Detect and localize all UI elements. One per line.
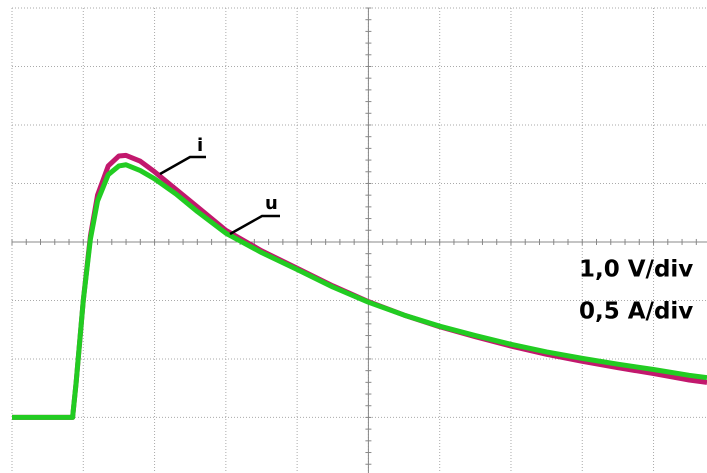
page: html, body { margin: 0; padding: 0; back…: [0, 0, 707, 473]
trace: [12, 165, 707, 418]
leader-line: [160, 157, 206, 174]
trace: [12, 155, 707, 417]
traces: [12, 155, 707, 417]
page-body: {"chart_data": { "type": "line", "x": [0…: [0, 0, 707, 473]
grid: [12, 8, 707, 473]
leader-line: [230, 216, 280, 234]
labels: i u 1,0 V/div 0,5 A/div: [160, 135, 693, 325]
legend-label: i: [197, 135, 203, 156]
annotation: 1,0 V/div: [579, 257, 693, 283]
chart: i u 1,0 V/div 0,5 A/div: [0, 0, 707, 473]
annotation: 0,5 A/div: [579, 299, 693, 325]
legend-label: u: [265, 193, 278, 214]
